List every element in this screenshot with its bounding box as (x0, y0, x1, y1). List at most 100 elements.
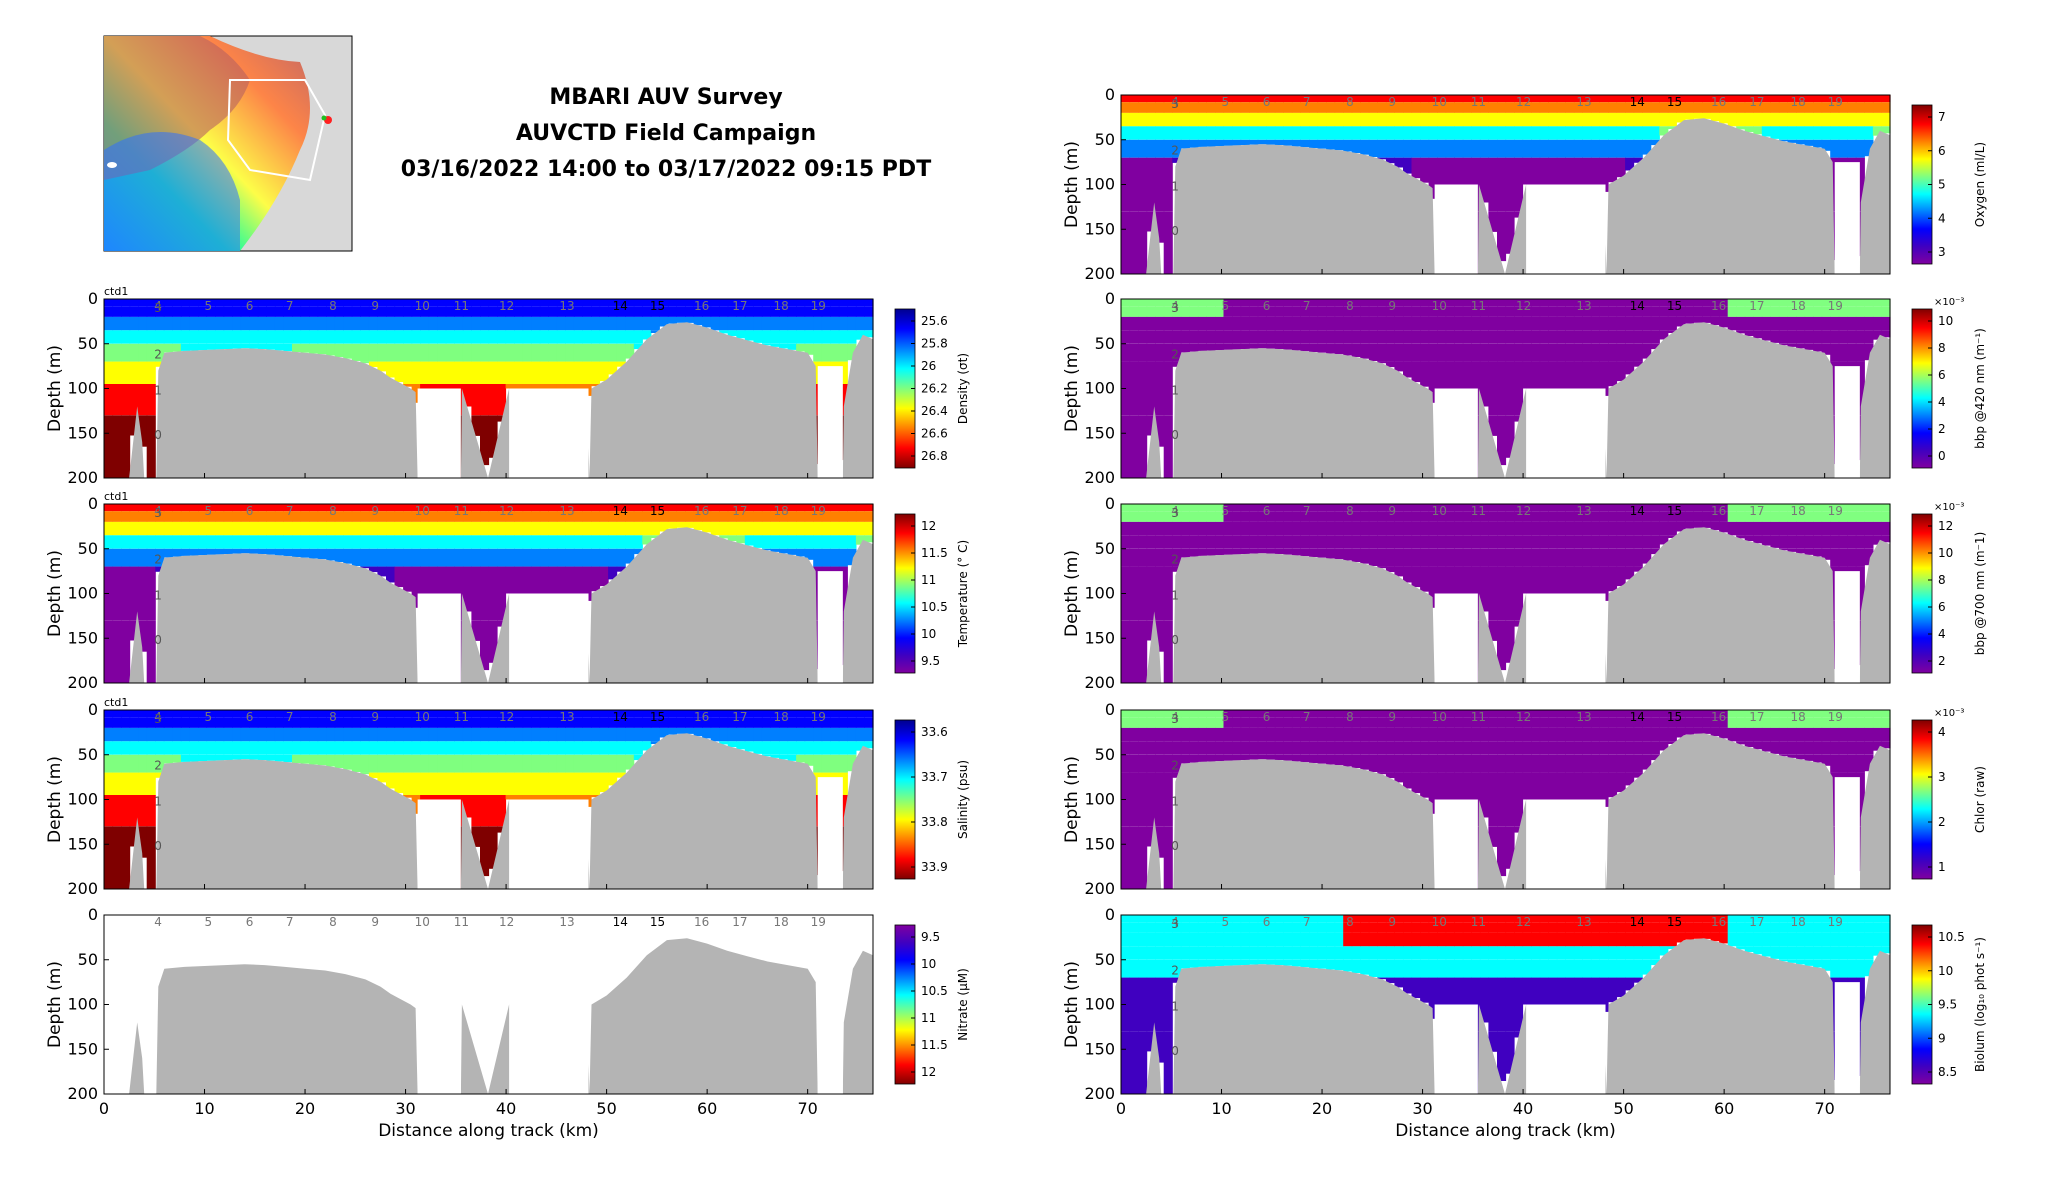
profile-label: 10 (415, 915, 430, 929)
data-cell (1616, 102, 1626, 113)
data-cell (1855, 710, 1865, 718)
data-cell (428, 548, 438, 567)
data-cell (1309, 126, 1319, 140)
data-cell (821, 521, 831, 536)
data-cell (514, 754, 524, 773)
data-cell (1727, 727, 1737, 742)
data-cell (1770, 535, 1780, 548)
data-cell (599, 361, 609, 382)
data-cell (1531, 959, 1541, 978)
data-cell (1736, 922, 1746, 933)
data-cell (1531, 795, 1541, 800)
data-cell (1872, 504, 1882, 512)
data-cell (146, 521, 156, 536)
data-cell (1539, 710, 1549, 718)
data-cell (1462, 299, 1472, 307)
data-cell (1522, 316, 1532, 331)
data-cell (334, 511, 344, 522)
data-cell (514, 361, 524, 384)
data-cell (1693, 922, 1703, 933)
colorbar-tick-label: 6 (1938, 368, 1946, 382)
data-cell (1462, 157, 1472, 181)
data-cell (283, 316, 293, 331)
data-cell (343, 330, 353, 344)
data-cell (1343, 915, 1353, 923)
data-cell (1300, 717, 1310, 728)
data-cell (360, 343, 370, 362)
data-cell (1864, 959, 1874, 977)
data-cell (616, 521, 626, 536)
data-cell (488, 620, 498, 663)
data-cell (1855, 306, 1865, 317)
no-data-gap (417, 1004, 461, 1094)
data-cell (1505, 415, 1515, 458)
data-cell (1377, 915, 1387, 923)
profile-label: 9 (371, 299, 379, 313)
data-cell (155, 548, 165, 567)
profile-label: 8 (329, 915, 337, 929)
data-cell (411, 795, 421, 814)
data-cell (1454, 299, 1464, 307)
data-cell (693, 710, 703, 718)
data-cell (403, 343, 413, 362)
data-cell (172, 717, 182, 728)
data-cell (1582, 959, 1592, 978)
data-cell (189, 511, 199, 522)
data-cell (1497, 306, 1507, 317)
data-cell (1684, 717, 1694, 728)
colorbar-tick-label: 10 (921, 627, 936, 641)
data-cell (309, 710, 319, 718)
data-cell (138, 384, 148, 416)
data-cell (1240, 932, 1250, 947)
data-cell (377, 754, 387, 773)
data-cell (1471, 566, 1481, 589)
data-cell (1232, 922, 1242, 933)
data-cell (1266, 102, 1276, 113)
data-cell (1633, 741, 1643, 755)
data-cell (1420, 384, 1430, 387)
data-cell (625, 299, 635, 307)
profile-label: 7 (286, 915, 294, 929)
data-cell (1377, 504, 1387, 512)
data-cell (1368, 343, 1378, 361)
x-tick-label: 40 (1513, 1099, 1533, 1118)
data-cell (1309, 727, 1319, 742)
data-cell (1556, 126, 1566, 140)
data-cell (292, 727, 302, 742)
data-cell (1573, 361, 1583, 384)
data-cell (1428, 511, 1438, 522)
figure-title: MBARI AUV Survey AUVCTD Field Campaign 0… (401, 85, 931, 182)
data-cell (155, 772, 165, 778)
data-cell (1479, 504, 1489, 512)
data-cell (514, 330, 524, 344)
data-cell (1736, 306, 1746, 317)
data-cell (198, 504, 208, 512)
profile-label: 14 (613, 299, 628, 313)
data-cell (266, 754, 276, 761)
data-cell (257, 306, 267, 317)
data-cell (1565, 316, 1575, 331)
data-cell (497, 589, 507, 621)
data-cell (1454, 504, 1464, 512)
data-cell (1266, 932, 1276, 947)
data-cell (1548, 180, 1558, 185)
data-cell (1403, 511, 1413, 522)
data-cell (1232, 915, 1242, 923)
data-cell (1864, 126, 1874, 140)
data-cell (1394, 112, 1404, 127)
data-cell (1608, 717, 1618, 728)
data-cell (1539, 754, 1549, 773)
data-cell (377, 741, 387, 755)
data-cell (1599, 95, 1609, 103)
data-cell (172, 299, 182, 307)
data-cell (1394, 932, 1404, 947)
data-cell (1608, 922, 1618, 933)
data-cell (565, 754, 575, 773)
data-cell (1796, 126, 1806, 140)
data-cell (753, 710, 763, 718)
data-cell (1368, 535, 1378, 549)
profile-label: 18 (1790, 95, 1805, 109)
data-cell (1300, 521, 1310, 536)
data-cell (1761, 126, 1771, 137)
data-cell (445, 361, 455, 384)
